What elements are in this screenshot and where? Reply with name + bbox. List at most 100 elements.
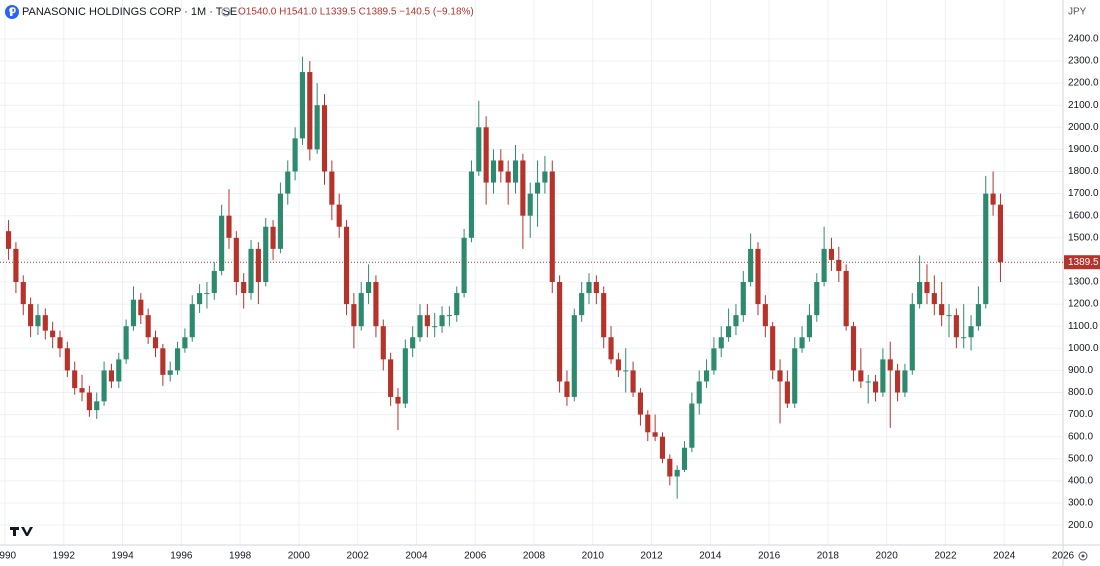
y-tick-label: 400.0 xyxy=(1068,476,1093,487)
y-tick-label: 200.0 xyxy=(1068,520,1093,531)
y-tick-label: 1200.0 xyxy=(1068,299,1099,310)
candle-body xyxy=(424,315,430,327)
candle-body xyxy=(130,299,137,327)
candle-body xyxy=(645,414,651,433)
x-tick-label: 2016 xyxy=(758,551,781,562)
symbol-title[interactable]: PANASONIC HOLDINGS CORP · 1M · TSE xyxy=(22,6,237,18)
candle-body xyxy=(549,171,555,283)
candle-body xyxy=(689,403,695,448)
y-tick-label: 2200.0 xyxy=(1068,78,1099,89)
candle-body xyxy=(762,304,768,327)
candle-body xyxy=(321,105,328,172)
status-icon xyxy=(221,7,231,17)
candle-body xyxy=(366,282,372,294)
x-tick-label: 1990 xyxy=(0,551,17,562)
candle-body xyxy=(858,370,864,382)
candle-body xyxy=(711,348,717,371)
candle-body xyxy=(226,215,232,238)
candle-body xyxy=(160,348,166,375)
candle-body xyxy=(571,315,577,397)
candle-body xyxy=(255,248,261,283)
y-tick-label: 1000.0 xyxy=(1068,343,1099,354)
y-tick-label: 1800.0 xyxy=(1068,166,1099,177)
candle-body xyxy=(417,315,423,338)
candle-body xyxy=(446,315,452,317)
candle-body xyxy=(5,231,12,249)
candle-body xyxy=(718,337,724,349)
candle-body xyxy=(138,299,144,316)
settings-button[interactable] xyxy=(1078,551,1088,561)
ohlc-legend: O1540.0 H1541.0 L1339.5 C1389.5 −140.5 (… xyxy=(238,7,474,18)
candle-body xyxy=(42,315,48,331)
candle-body xyxy=(740,282,746,316)
candle-body xyxy=(432,326,438,328)
candle-body xyxy=(799,337,805,349)
candle-body xyxy=(28,304,34,327)
logo-part xyxy=(13,527,16,536)
candle-body xyxy=(182,337,188,349)
y-tick-label: 1900.0 xyxy=(1068,144,1099,155)
candle-body xyxy=(123,326,129,360)
y-tick-label: 1600.0 xyxy=(1068,210,1099,221)
candle-body xyxy=(733,315,739,327)
candle-body xyxy=(806,315,812,338)
y-tick-label: 900.0 xyxy=(1068,365,1093,376)
x-tick-label: 2010 xyxy=(582,551,605,562)
candle-body xyxy=(512,160,519,183)
candle-body xyxy=(410,337,416,349)
candle-body xyxy=(101,370,107,402)
candle-body xyxy=(476,127,482,172)
x-tick-label: 2024 xyxy=(993,551,1016,562)
candle-body xyxy=(380,326,386,360)
candle-body xyxy=(86,392,92,411)
candle-body xyxy=(204,293,210,295)
candle-body xyxy=(880,359,886,393)
candle-body xyxy=(997,204,1004,263)
candle-body xyxy=(439,315,445,327)
candle-body xyxy=(94,401,100,411)
candle-body xyxy=(557,282,563,382)
candle-body xyxy=(983,193,989,305)
candle-body xyxy=(270,226,276,249)
x-tick-label: 2014 xyxy=(699,551,722,562)
candle-body xyxy=(299,72,306,139)
x-tick-label: 1992 xyxy=(53,551,76,562)
candle-body xyxy=(814,282,820,316)
y-tick-label: 1500.0 xyxy=(1068,232,1099,243)
x-tick-label: 2000 xyxy=(288,551,311,562)
candle-body xyxy=(975,304,981,327)
candle-body xyxy=(850,326,857,371)
candle-body xyxy=(542,171,548,183)
candle-body xyxy=(13,248,19,283)
x-tick-label: 2018 xyxy=(817,551,840,562)
candle-body xyxy=(902,370,908,393)
candle-body xyxy=(454,293,460,316)
x-tick-label: 2006 xyxy=(464,551,487,562)
candle-body xyxy=(792,348,798,404)
y-tick-label: 2400.0 xyxy=(1068,34,1099,45)
currency-label[interactable]: JPY xyxy=(1068,7,1087,18)
candle-body xyxy=(197,293,203,305)
candle-body xyxy=(329,171,335,205)
settings-button-center xyxy=(1081,554,1085,558)
candle-body xyxy=(593,282,599,294)
x-tick-label: 2004 xyxy=(405,551,428,562)
y-tick-label: 2000.0 xyxy=(1068,122,1099,133)
y-tick-label: 2300.0 xyxy=(1068,56,1099,67)
candle-body xyxy=(483,127,489,183)
candle-body xyxy=(681,447,688,470)
y-tick-label: 1300.0 xyxy=(1068,277,1099,288)
y-tick-label: 800.0 xyxy=(1068,387,1093,398)
candle-body xyxy=(586,282,592,294)
candle-body xyxy=(784,381,790,404)
x-tick-label: 2002 xyxy=(347,551,370,562)
x-tick-label: 2012 xyxy=(640,551,663,562)
candle-body xyxy=(373,282,379,327)
candle-body xyxy=(167,370,173,375)
candle-body xyxy=(909,304,915,371)
candle-body xyxy=(946,315,952,317)
candle-body xyxy=(461,237,467,294)
y-tick-label: 1100.0 xyxy=(1068,321,1098,332)
candle-body xyxy=(72,370,78,389)
